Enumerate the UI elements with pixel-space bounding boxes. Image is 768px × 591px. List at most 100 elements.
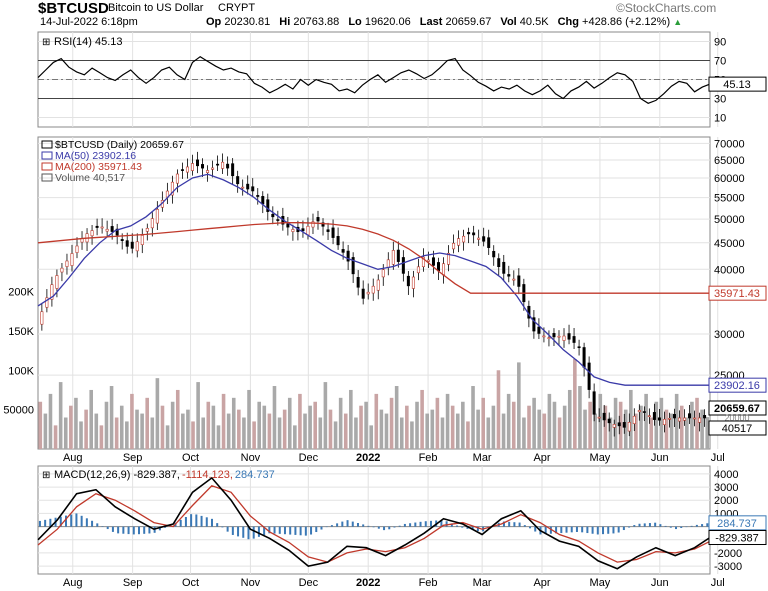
volume-bar — [257, 401, 261, 449]
macd-histogram-bar — [643, 523, 646, 527]
volume-bar — [318, 417, 323, 449]
volume-bar — [532, 397, 536, 449]
price-candle-body — [190, 163, 194, 171]
price-candle-body — [286, 223, 290, 228]
macd-histogram-bar — [190, 514, 193, 527]
macd-histogram-bar — [534, 526, 537, 532]
volume-bar — [486, 417, 491, 449]
volume-bar — [690, 401, 694, 449]
volume-bar — [379, 409, 384, 449]
volume-bar — [343, 413, 348, 449]
macd-histogram-bar — [158, 526, 161, 531]
volume-bar — [476, 409, 480, 449]
macd-histogram-bar — [179, 519, 182, 527]
price-candle-body — [688, 413, 692, 419]
price-candle-body — [452, 242, 456, 250]
volume-bar — [394, 386, 399, 449]
volume-bar — [364, 401, 368, 449]
price-candle-body — [657, 417, 661, 421]
price-candle-body — [341, 249, 345, 253]
xaxis-label-Jun: Jun — [651, 452, 669, 464]
price-candle-body — [336, 236, 340, 246]
volume-bar — [588, 401, 592, 449]
price-candle-body — [246, 183, 250, 190]
price-candle-body — [572, 336, 576, 343]
macd-histogram-bar — [273, 526, 276, 534]
volume-bar — [277, 417, 282, 449]
price-candle-body — [90, 230, 94, 237]
volume-bar — [226, 413, 231, 449]
volume-bar — [170, 401, 175, 449]
price-candle-body — [567, 333, 571, 340]
volume-bar — [338, 397, 343, 449]
chart-header: $BTCUSD Bitcoin to US Dollar CRYPT ©Stoc… — [0, 0, 768, 30]
stockcharts-brand: ©StockCharts.com — [616, 1, 717, 15]
volume-bar — [511, 401, 516, 449]
macd-histogram-bar — [654, 522, 657, 527]
macd-histogram-bar — [633, 525, 636, 527]
volume-bar — [374, 393, 379, 449]
macd-histogram-bar — [346, 520, 349, 527]
price-candle-body — [637, 410, 641, 413]
ma50-line — [37, 173, 710, 386]
volume-bar — [272, 386, 277, 449]
price-candle-body — [221, 161, 225, 169]
volume-bar — [547, 393, 552, 449]
volume-bar — [410, 421, 414, 449]
ma200-line — [37, 222, 710, 294]
volume-bar — [573, 359, 577, 449]
volume-bar — [685, 417, 689, 449]
volume-bar — [38, 401, 43, 449]
volume-bar — [649, 417, 653, 449]
volume-bar — [567, 389, 572, 449]
ma50-last-value-box — [708, 377, 767, 393]
macd-signal-line — [37, 485, 711, 563]
volume-bar — [425, 413, 429, 449]
volume-bar — [491, 405, 496, 449]
macd-histogram-bar — [523, 525, 526, 527]
price-candle-body — [140, 235, 144, 245]
price-candle-body — [366, 291, 370, 295]
volume-bar — [354, 417, 358, 449]
price-candle-body — [677, 417, 681, 422]
lo-label: Lo — [348, 16, 362, 28]
macd-histogram-bar — [226, 526, 229, 532]
volume-bar — [150, 417, 155, 449]
volume-bar — [43, 413, 48, 449]
volume-bar — [191, 421, 195, 449]
volume-bar — [674, 393, 679, 449]
rsi-ytick-30: 30 — [714, 94, 726, 106]
macd-histogram-bar — [330, 525, 333, 527]
macd-xaxis-label-Feb: Feb — [419, 577, 438, 589]
macd-histogram-bar — [164, 526, 167, 528]
macd-hist-last-value-box — [708, 515, 767, 531]
price-candle-body — [612, 424, 616, 428]
macd-histogram-bar — [372, 526, 375, 528]
macd-xaxis-label-Aug: Aug — [63, 577, 83, 589]
price-candle-body — [487, 237, 491, 248]
price-candle-body — [482, 236, 486, 242]
rsi-ytick-10: 10 — [714, 113, 726, 125]
volume-bar — [231, 397, 236, 449]
volume-bar — [293, 425, 297, 449]
lo-value: 19620.06 — [364, 16, 411, 28]
macd-histogram-bar — [362, 524, 365, 527]
volume-bar — [659, 397, 664, 449]
price-candle-body — [100, 226, 104, 229]
macd-xaxis-label-Dec: Dec — [299, 577, 319, 589]
macd-histogram-bar — [502, 521, 505, 527]
volume-bar — [262, 405, 267, 449]
volume-bar — [58, 382, 63, 449]
volume-ytick-100K: 100K — [8, 365, 34, 377]
macd-histogram-bar — [242, 526, 245, 538]
price-candle-body — [45, 297, 49, 308]
price-candle-body — [642, 411, 646, 413]
volume-bar — [196, 382, 200, 449]
macd-xaxis-label-2022: 2022 — [356, 577, 380, 589]
macd-histogram-bar — [132, 526, 135, 535]
price-candle-body — [597, 416, 601, 419]
macd-histogram-bar — [216, 523, 219, 527]
price-candle-body — [331, 227, 335, 238]
price-candle-body — [301, 228, 305, 232]
volume-bar — [333, 421, 338, 449]
